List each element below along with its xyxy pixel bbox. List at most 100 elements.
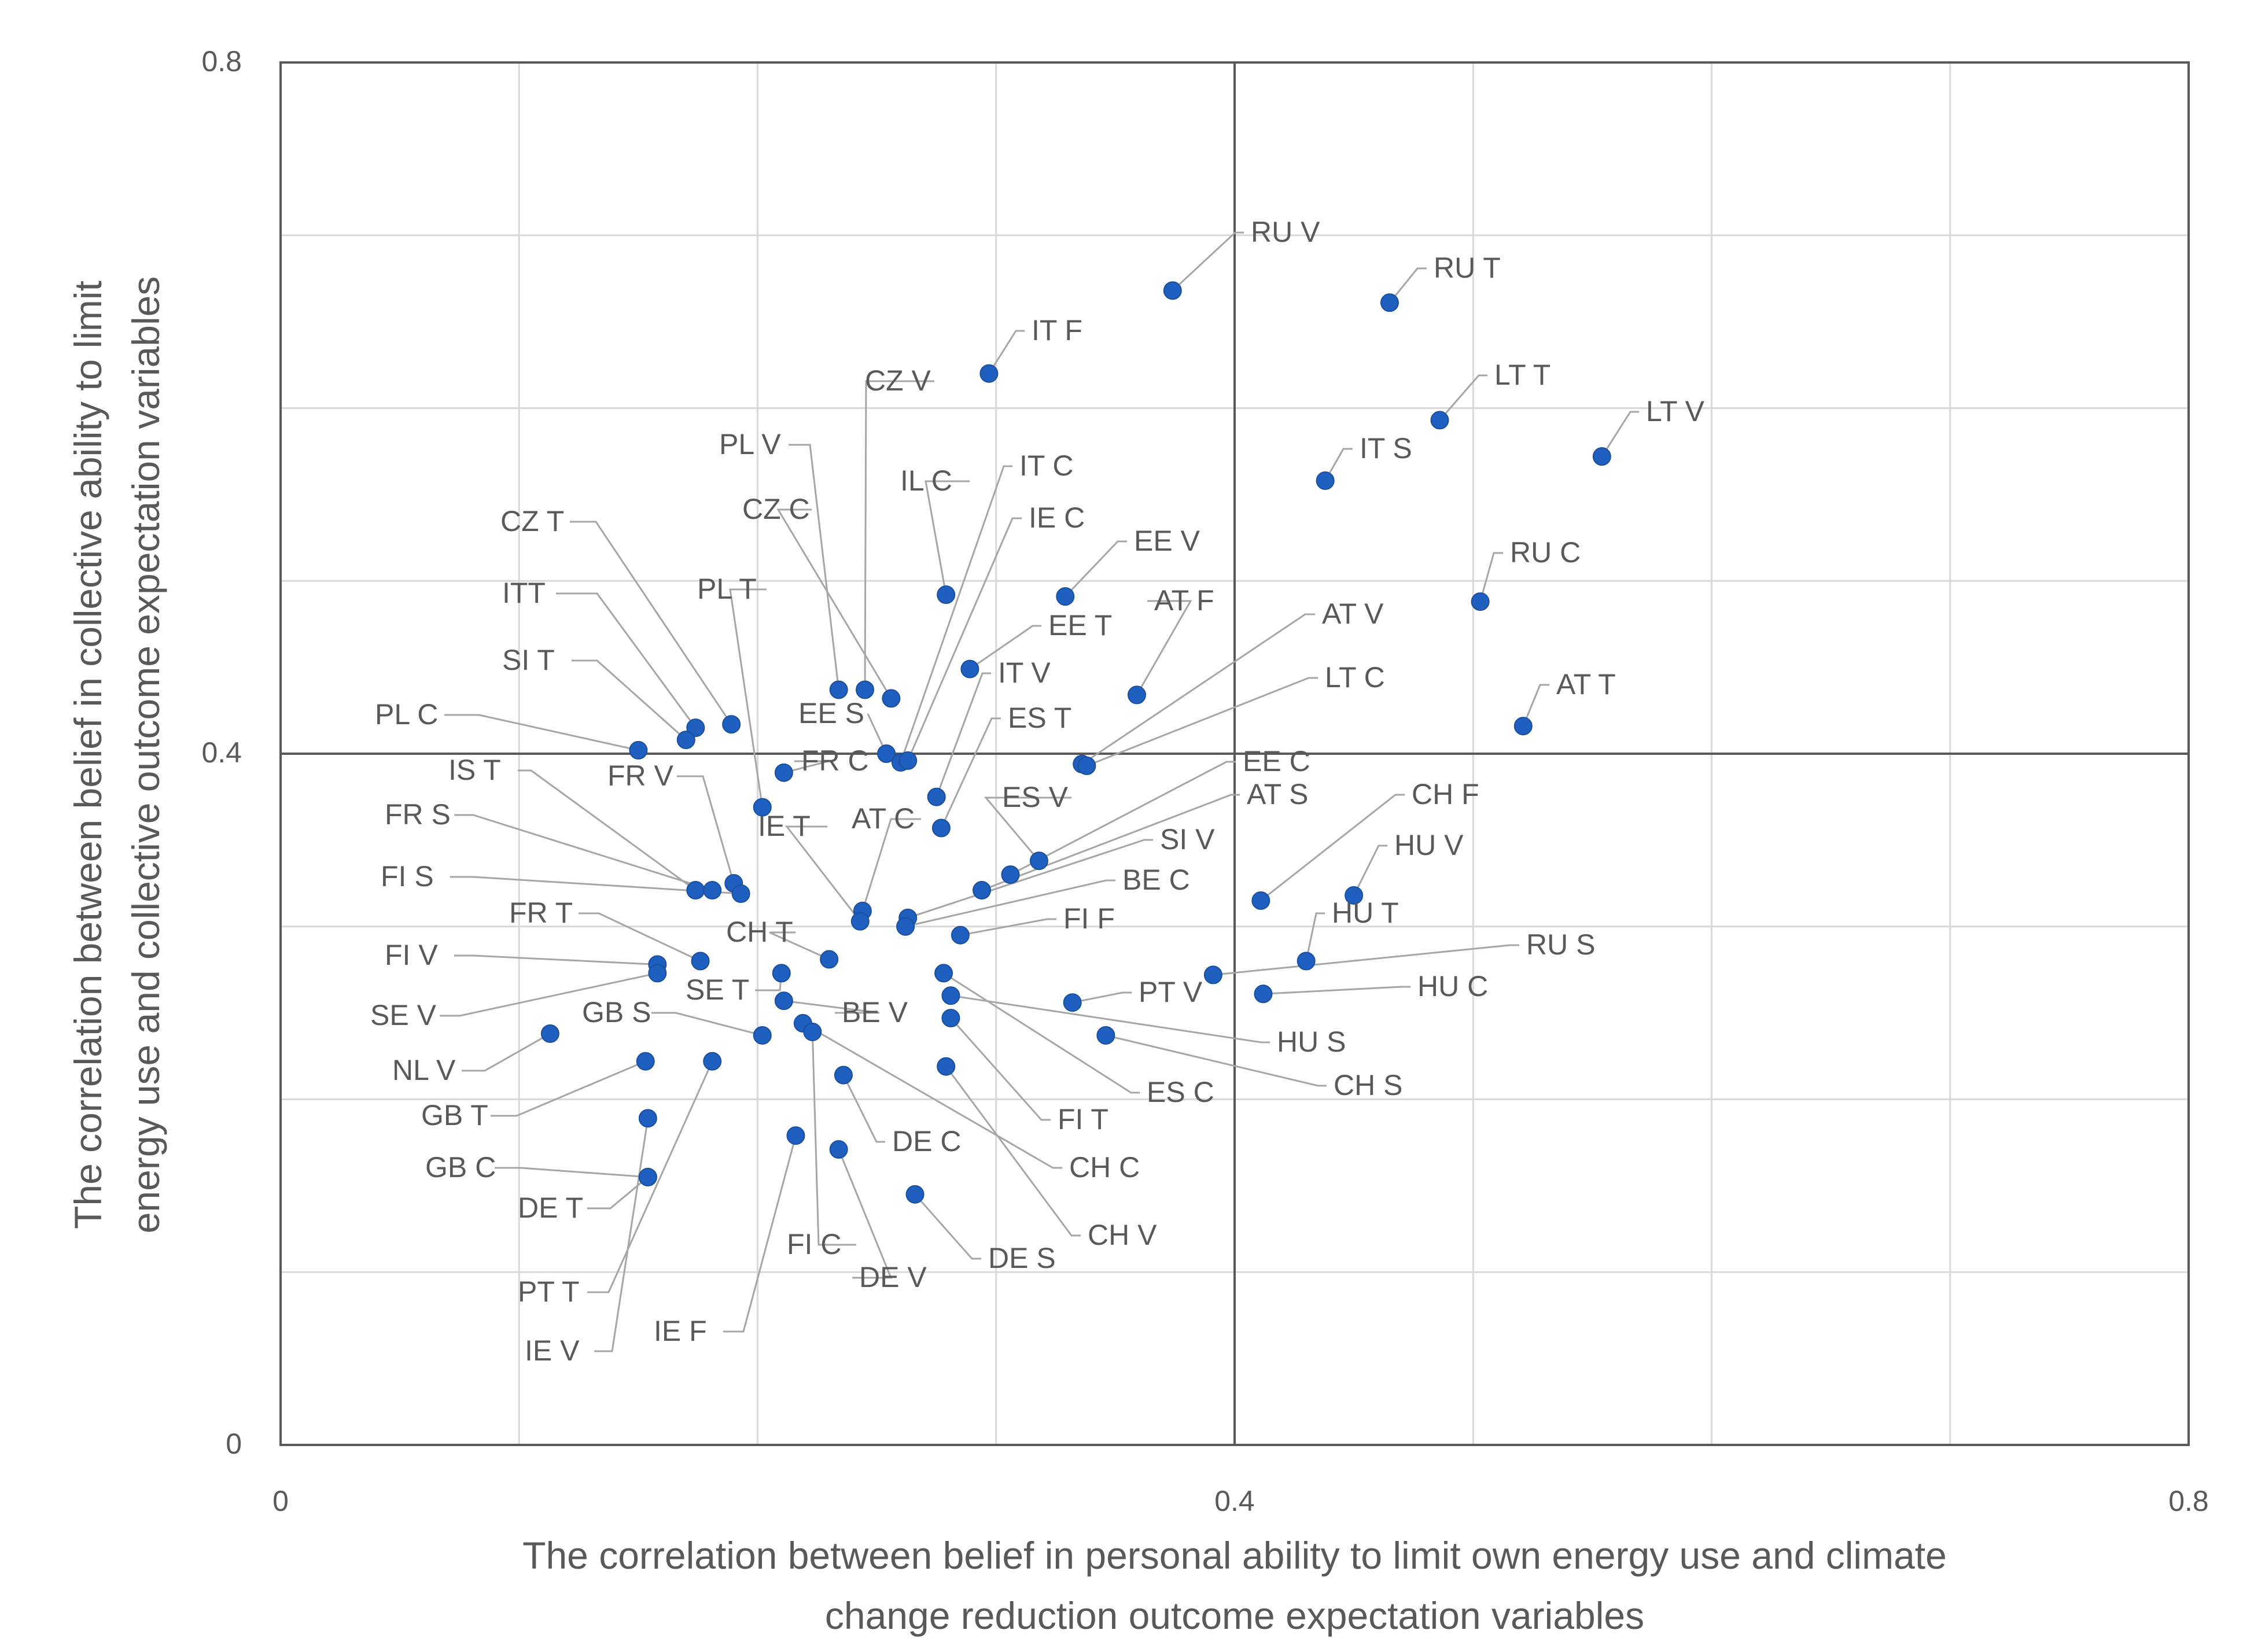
leader-line-ch-s [1106, 1034, 1327, 1087]
label-es-v: ES V [1002, 781, 1069, 813]
point-fi-f [951, 925, 970, 945]
leader-line-se-v [440, 972, 658, 1017]
leader-line-pt-v [1072, 991, 1132, 1004]
label-fi-c: FI C [787, 1228, 841, 1260]
label-pl-c: PL C [375, 698, 438, 731]
point-se-v [648, 964, 667, 983]
x-axis-title-line-2: change reduction outcome expectation var… [825, 1594, 1644, 1637]
label-de-s: DE S [988, 1242, 1056, 1274]
label-de-t: DE T [518, 1192, 583, 1224]
point-fr-c [774, 763, 793, 782]
leader-line-at-v [1081, 613, 1315, 765]
label-ie-c: IE C [1029, 502, 1085, 534]
label-at-f: AT F [1154, 584, 1214, 617]
point-il-c [937, 585, 956, 604]
label-lt-t: LT T [1494, 359, 1550, 391]
leader-line-it-c [900, 465, 1012, 763]
leader-line-hu-c [1263, 986, 1410, 995]
leader-line-ch-v [945, 1065, 1081, 1237]
point-at-f [1127, 685, 1146, 705]
label-ru-t: RU T [1434, 252, 1501, 284]
label-ch-v: CH V [1088, 1219, 1157, 1251]
leader-line-at-s [981, 794, 1240, 891]
leader-line-pl-t [729, 588, 767, 807]
leader-line-itt [556, 592, 697, 729]
leader-line-be-v [783, 1000, 880, 1014]
leader-line-fr-c [783, 760, 829, 774]
point-ru-c [1471, 592, 1490, 611]
point-hu-s [941, 986, 960, 1005]
leader-line-at-c [861, 818, 921, 912]
label-se-v: SE V [370, 999, 437, 1031]
label-il-c: IL C [900, 464, 952, 497]
label-it-f: IT F [1032, 314, 1082, 346]
leader-line-es-v [984, 797, 1071, 862]
leader-line-ch-c [802, 1022, 1062, 1169]
point-lt-t [1430, 411, 1449, 430]
leader-line-gb-s [651, 1012, 763, 1037]
point-fi-c [803, 1022, 822, 1041]
leader-line-ie-f [723, 1135, 797, 1333]
label-ch-c: CH C [1069, 1151, 1140, 1183]
label-at-c: AT C [852, 802, 915, 835]
label-ee-s: EE S [798, 697, 864, 729]
leader-line-ie-v [594, 1118, 649, 1352]
point-lt-c [1077, 756, 1096, 775]
point-ru-s [1203, 965, 1222, 984]
leader-line-es-c [943, 972, 1140, 1094]
leader-line-fr-s [454, 814, 713, 891]
point-hu-v [1345, 886, 1364, 905]
label-hu-v: HU V [1394, 829, 1464, 861]
label-si-t: SI T [502, 644, 555, 676]
leader-line-hu-t [1305, 912, 1325, 961]
leader-line-lt-t [1439, 374, 1487, 421]
y-axis-title-line-1: The correlation between belief in collec… [67, 281, 109, 1229]
data-points [540, 281, 1611, 1204]
label-fr-c: FR C [801, 744, 869, 777]
leader-line-nl-v [462, 1032, 551, 1072]
y-tick-label: 0.4 [201, 736, 242, 769]
point-es-v [1029, 851, 1048, 871]
point-pt-t [703, 1052, 722, 1071]
point-be-v [774, 991, 793, 1011]
label-cz-c: CZ C [742, 493, 810, 525]
label-ch-s: CH S [1334, 1069, 1402, 1101]
label-it-c: IT C [1019, 449, 1074, 482]
leader-line-ee-v [1065, 540, 1127, 598]
point-pl-t [753, 798, 772, 817]
label-si-v: SI V [1160, 823, 1215, 856]
leader-line-es-t [940, 717, 1001, 829]
label-at-v: AT V [1322, 598, 1384, 630]
point-ch-f [1251, 891, 1270, 910]
label-ch-f: CH F [1412, 778, 1479, 810]
label-ee-v: EE V [1134, 525, 1200, 557]
label-ie-t: IE T [758, 810, 811, 842]
point-ee-v [1056, 587, 1075, 606]
leader-line-hu-v [1353, 845, 1387, 896]
point-nl-v [540, 1024, 559, 1043]
point-is-t [686, 881, 705, 900]
leader-line-pl-v [789, 444, 840, 690]
label-pt-v: PT V [1139, 976, 1203, 1008]
point-ie-t [850, 912, 870, 931]
point-fi-s [731, 884, 750, 903]
label-gb-s: GB S [582, 996, 651, 1028]
label-se-t: SE T [686, 974, 749, 1006]
label-be-c: BE C [1122, 864, 1190, 896]
y-tick-label: 0.8 [201, 45, 242, 78]
x-tick-label: 0.8 [2168, 1485, 2209, 1517]
point-cz-v [856, 680, 875, 699]
label-de-v: DE V [859, 1261, 927, 1293]
label-at-s: AT S [1247, 778, 1309, 810]
label-fr-s: FR S [385, 798, 451, 831]
leader-line-at-t [1522, 684, 1549, 727]
point-de-c [834, 1065, 853, 1085]
label-fr-t: FR T [509, 897, 573, 929]
point-ie-c [898, 751, 918, 770]
point-pl-v [829, 680, 848, 699]
leader-line-ie-t [785, 825, 861, 922]
point-it-f [979, 364, 999, 383]
point-ch-s [1096, 1026, 1115, 1045]
point-be-c [896, 917, 915, 936]
leader-line-ru-v [1172, 231, 1244, 292]
